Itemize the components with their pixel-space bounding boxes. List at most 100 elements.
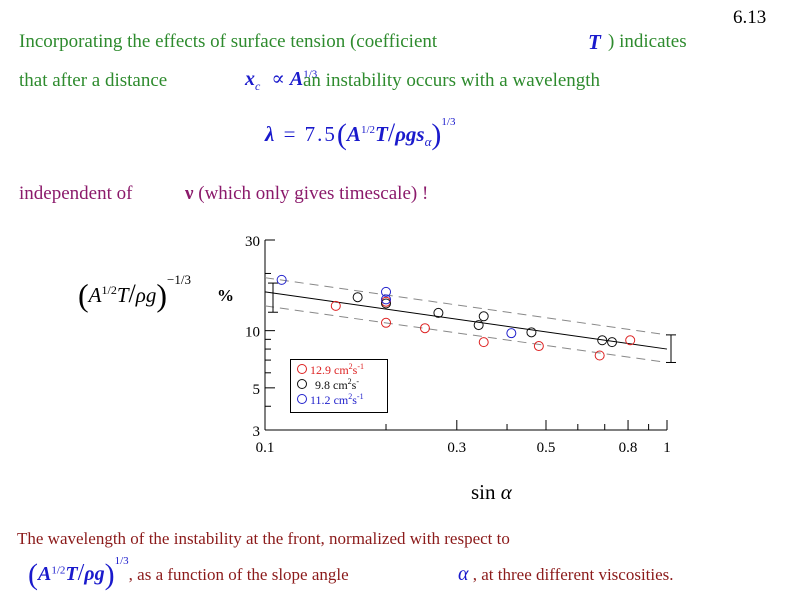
caption-end: , at three different viscosities. [472, 565, 674, 584]
x-tick-label-1: 0.3 [447, 440, 466, 456]
eq-lambda: λ [265, 122, 275, 146]
legend-sexp-1: -1 [357, 362, 365, 371]
wavelength-equation: λ = 7.5(A1/2T/ρgsα)1/3 [265, 116, 455, 152]
x-tick-label-0: 0.1 [256, 440, 275, 456]
y-tick-label-2: 10 [245, 325, 260, 341]
legend-entry-2: 9.8 cm2s- [297, 377, 359, 393]
legend-unit-1: cm [334, 363, 349, 377]
A-variable: A [289, 68, 304, 90]
ylabel-exponent: −1/3 [167, 272, 191, 287]
y-tick-label-1: 5 [253, 382, 261, 398]
x-tick-label-3: 0.8 [619, 440, 638, 456]
data-point-s3-1 [276, 274, 287, 285]
eq-equals: = [283, 122, 296, 146]
data-point-s2-1 [352, 292, 363, 303]
legend-marker-2 [297, 379, 307, 389]
y-tick-label-0: 3 [253, 424, 261, 440]
intro-line-1: Incorporating the effects of surface ten… [19, 31, 437, 53]
intro-line-1-end: ) indicates [608, 31, 687, 52]
legend-entry-1: 12.9 cm2s-1 [297, 362, 364, 378]
caption-rhog: ρg [84, 563, 105, 585]
page-number: 6.13 [733, 7, 767, 28]
caption-line-2: (A1/2T/ρg)1/3, as a function of the slop… [28, 555, 349, 592]
caption-mid: , as a function of the slope angle [128, 565, 349, 584]
caption-close-paren: ) [104, 558, 115, 591]
legend-value-2: 9.8 [315, 378, 330, 392]
data-point-s1-1 [330, 300, 341, 311]
intro-line-1-text: Incorporating the effects of surface ten… [19, 31, 438, 52]
legend-marker-3 [297, 394, 307, 404]
ylabel-percent: % [217, 286, 234, 305]
independent-text: independent of [19, 183, 133, 204]
band-lower-line [264, 305, 668, 363]
data-point-s2-3 [433, 307, 444, 318]
nu-note: (which only gives timescale) ! [198, 183, 429, 204]
caption-A: A [38, 563, 52, 585]
data-point-s1-6 [533, 341, 544, 352]
data-point-s1-7 [594, 350, 605, 361]
data-point-s2-4 [473, 320, 484, 331]
data-point-s1-8 [625, 335, 636, 346]
tension-symbol: T [588, 30, 601, 54]
ylabel-half: 1/2 [101, 283, 117, 297]
xlabel-text: sin [471, 480, 496, 504]
ylabel-slash: / [128, 279, 136, 308]
independent-line: independent of [19, 183, 132, 205]
caption-line-1: The wavelength of the instability at the… [17, 529, 510, 548]
legend-exp-3: 2 [348, 392, 353, 401]
xc-subscript: c [255, 79, 261, 93]
nu-line: ν (which only gives timescale) ! [185, 183, 428, 205]
ylabel-open-paren: ( [78, 277, 89, 313]
eq-alpha: α [424, 134, 432, 150]
nu-symbol: ν [185, 183, 194, 204]
x-tick-label-4: 1 [663, 440, 671, 456]
legend-sexp-3: -1 [356, 392, 364, 401]
legend-value-3: 11.2 [310, 393, 331, 407]
legend-exp-1: 2 [348, 362, 353, 371]
legend-s-3: s [352, 393, 357, 407]
caption-third: 1/3 [114, 555, 129, 567]
data-point-s2-6 [526, 327, 537, 338]
data-point-s2-5 [478, 311, 489, 322]
x-tick-label-2: 0.5 [537, 440, 556, 456]
ylabel-T: T [116, 283, 129, 307]
eq-coefficient: 7.5 [304, 122, 337, 146]
data-point-s2-8 [607, 337, 618, 348]
xc-variable: x [245, 68, 255, 90]
intro-line-2-end: an instability occurs with a wavelength [303, 70, 601, 91]
proportional-symbol: ∝ [271, 68, 285, 90]
legend-unit-3: cm [333, 393, 349, 407]
data-point-s1-3 [381, 317, 392, 328]
legend-unit-2: cm [333, 378, 348, 392]
legend-s-2: s [351, 378, 357, 392]
ylabel-close-paren: ) [156, 277, 167, 313]
legend-sexp-2: - [356, 377, 360, 386]
legend-value-1: 12.9 [310, 363, 331, 377]
caption-half: 1/2 [51, 564, 66, 577]
legend: 12.9 cm2s-1 9.8 cm2s- 11.2 cm2s-1 [290, 359, 388, 413]
data-point-s3-3 [381, 294, 392, 305]
caption-open-paren: ( [28, 558, 38, 591]
caption-line-2-end: α , at three different viscosities. [458, 563, 674, 586]
exponent-one-third: 1/3 [303, 68, 318, 81]
data-point-s3-4 [506, 328, 517, 339]
y-axis-label: (A1/2T/ρg)−1/3 [78, 272, 191, 314]
eq-A: A [346, 122, 361, 146]
distance-expression: xc ∝ A1/3 [245, 66, 317, 94]
eq-open-paren: ( [336, 118, 347, 151]
data-point-s1-5 [478, 337, 489, 348]
fit-line [264, 291, 668, 350]
data-point-s2-2 [381, 298, 392, 309]
legend-marker-1 [297, 364, 307, 374]
data-point-s3-2 [381, 286, 392, 297]
data-point-s2-7 [597, 335, 608, 346]
legend-exp-2: 2 [347, 377, 352, 386]
eq-T: T [375, 122, 388, 146]
caption-T: T [65, 563, 78, 585]
eq-third: 1/3 [441, 116, 456, 128]
ylabel-A: A [88, 283, 102, 307]
caption-slash: / [77, 560, 85, 586]
y-tick-label-3: 30 [245, 234, 260, 250]
caption-alpha: α [458, 563, 469, 585]
